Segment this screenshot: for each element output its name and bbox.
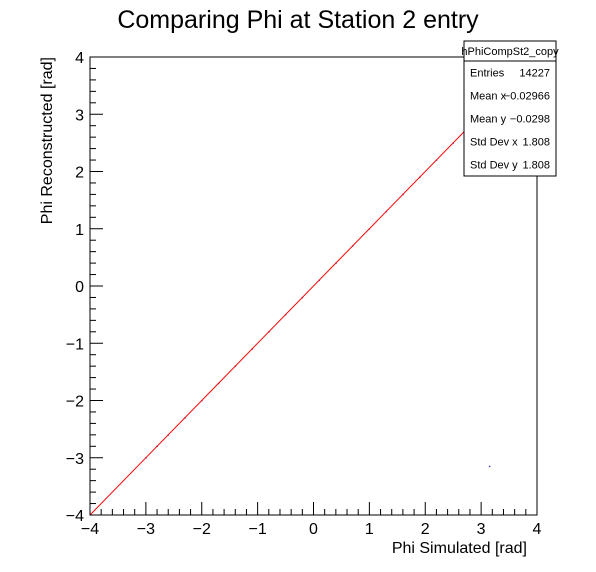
y-tick-label: 3 <box>75 107 84 124</box>
x-tick-label: −1 <box>249 521 267 538</box>
x-tick-label: 2 <box>421 521 430 538</box>
data-point <box>488 465 491 468</box>
y-tick-label: 4 <box>75 50 84 67</box>
y-tick-label: −1 <box>66 336 84 353</box>
y-tick-label: −2 <box>66 394 84 411</box>
stats-box-frame <box>463 40 557 177</box>
y-tick-label: 1 <box>75 222 84 239</box>
x-tick-label: 1 <box>365 521 374 538</box>
x-tick-label: −2 <box>193 521 211 538</box>
stats-box: hPhiCompSt2_copy Entries 14227 Mean x−0.029… <box>461 40 559 177</box>
stats-row-value: −0.02966 <box>504 91 550 103</box>
stats-row-label: Mean y <box>470 114 507 126</box>
stats-row-value: −0.0298 <box>510 114 550 126</box>
x-tick-label: −3 <box>137 521 155 538</box>
stats-row-value: 14227 <box>519 68 550 80</box>
stats-row-label: Mean x <box>470 91 507 103</box>
x-tick-label: 0 <box>309 521 318 538</box>
x-tick-label: 4 <box>533 521 542 538</box>
x-axis-label: Phi Simulated [rad] <box>392 540 527 557</box>
chart-title: Comparing Phi at Station 2 entry <box>117 6 479 34</box>
y-axis-label: Phi Reconstructed [rad] <box>39 57 56 224</box>
y-tick-label: −3 <box>66 451 84 468</box>
stats-row-value: 1.808 <box>522 160 550 172</box>
stats-row-label: Std Dev y <box>470 160 518 172</box>
x-tick-label: 3 <box>477 521 486 538</box>
stats-row-label: Entries <box>470 68 505 80</box>
y-tick-label: 0 <box>75 279 84 296</box>
stats-box-title: hPhiCompSt2_copy <box>461 46 559 58</box>
x-tick-label: −4 <box>81 521 99 538</box>
y-tick-label: −4 <box>66 508 84 525</box>
stats-row-label: Std Dev x <box>470 137 518 149</box>
fit-line <box>89 56 538 516</box>
stats-row-value: 1.808 <box>522 137 550 149</box>
y-tick-label: 2 <box>75 165 84 182</box>
